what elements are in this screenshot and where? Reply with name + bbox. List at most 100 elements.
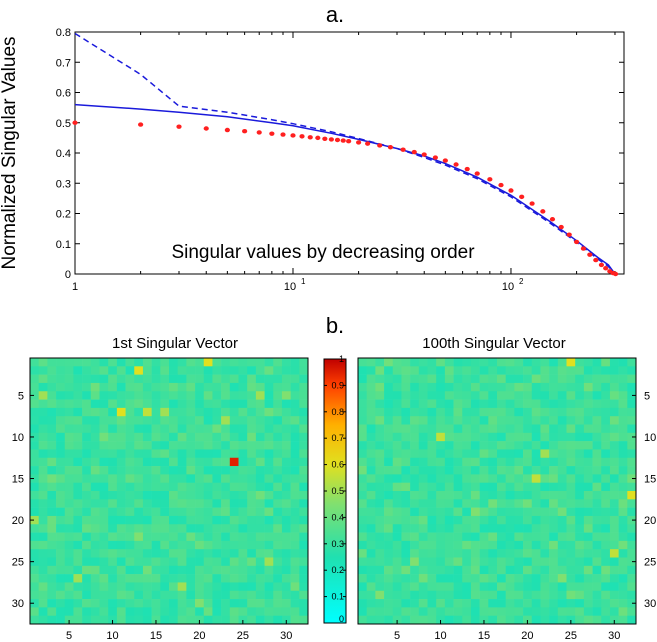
heatmap-cell bbox=[56, 424, 66, 434]
heatmap-cell bbox=[627, 599, 637, 608]
heatmap-cell bbox=[497, 466, 506, 475]
heatmap-cell bbox=[38, 424, 48, 434]
heatmap-cell bbox=[73, 540, 83, 550]
heatmap-cell bbox=[375, 574, 385, 583]
heatmap-cell bbox=[238, 524, 248, 533]
heatmap-cell bbox=[186, 449, 196, 459]
heatmap-cell bbox=[177, 407, 187, 417]
heatmap-cell bbox=[575, 432, 585, 442]
heatmap-cell bbox=[290, 416, 300, 425]
heatmap-cell bbox=[64, 574, 74, 583]
heatmap-cell bbox=[444, 399, 454, 409]
heatmap-cell bbox=[358, 391, 367, 400]
heatmap-cell bbox=[108, 549, 118, 558]
heatmap-cell bbox=[418, 449, 428, 459]
heatmap-cell bbox=[90, 482, 100, 492]
heatmap-cell bbox=[575, 491, 585, 500]
heatmap-cell bbox=[125, 432, 135, 442]
heatmap-cell bbox=[247, 557, 257, 567]
heatmap-cell bbox=[549, 515, 559, 525]
heatmap-cell bbox=[444, 607, 454, 616]
heatmap-cell bbox=[47, 507, 57, 517]
heatmap-cell bbox=[514, 499, 524, 508]
heatmap-cell bbox=[151, 391, 161, 400]
heatmap-cell bbox=[290, 399, 300, 409]
heatmap-cell bbox=[281, 424, 291, 434]
heatmap-cell bbox=[453, 582, 463, 592]
heatmap-cell bbox=[229, 391, 239, 400]
heatmap-cell bbox=[479, 574, 489, 583]
heatmap-cell bbox=[90, 491, 100, 500]
heatmap-cell bbox=[203, 449, 213, 459]
heatmap-cell bbox=[427, 466, 437, 475]
heatmap-cell bbox=[557, 607, 567, 616]
heatmap-cell bbox=[64, 366, 74, 375]
heatmap-cell bbox=[566, 482, 576, 492]
heatmap-cell bbox=[134, 382, 144, 392]
heatmap-cell bbox=[392, 474, 402, 483]
heatmap-cell bbox=[488, 416, 498, 425]
heatmap-cell bbox=[221, 582, 231, 592]
heatmap-cell bbox=[583, 466, 593, 475]
heatmap-cell bbox=[99, 499, 109, 508]
heatmap-cell bbox=[358, 524, 367, 533]
heatmap-cell bbox=[540, 374, 550, 384]
heatmap-cell bbox=[601, 549, 611, 558]
heatmap-cell bbox=[462, 424, 472, 434]
heatmap-cell bbox=[462, 366, 472, 375]
heatmap-cell bbox=[212, 366, 222, 375]
heatmap-cell bbox=[195, 507, 205, 517]
heatmap-cell bbox=[627, 582, 637, 592]
heatmap-cell bbox=[392, 449, 402, 459]
heatmap-cell bbox=[479, 457, 489, 467]
heatmap-cell bbox=[549, 399, 559, 409]
heatmap-cell bbox=[203, 491, 213, 500]
heatmap-cell bbox=[497, 432, 506, 442]
heatmap-cell bbox=[82, 457, 92, 467]
heatmap-cell bbox=[462, 491, 472, 500]
heatmap-cell bbox=[557, 382, 567, 392]
heatmap-cell bbox=[583, 391, 593, 400]
heatmap-cell bbox=[247, 474, 257, 483]
heatmap-cell bbox=[575, 366, 585, 375]
heatmap-cell bbox=[151, 574, 161, 583]
heatmap-cell bbox=[38, 491, 48, 500]
heatmap-cell bbox=[592, 449, 602, 459]
heatmap-cell bbox=[203, 358, 213, 367]
heatmap-cell bbox=[82, 507, 92, 517]
heatmap-cell bbox=[151, 499, 161, 508]
heatmap-cell bbox=[358, 582, 367, 592]
heatmap-cell bbox=[238, 532, 248, 542]
heatmap-cell bbox=[549, 499, 559, 508]
heatmap-cell bbox=[497, 449, 506, 459]
heatmap-cell bbox=[151, 557, 161, 567]
heatmap-cell bbox=[238, 582, 248, 592]
plot-annotation: Singular values by decreasing order bbox=[171, 242, 475, 263]
heatmap-cell bbox=[462, 549, 472, 558]
heatmap-cell bbox=[195, 424, 205, 434]
heatmap-cell bbox=[142, 607, 152, 616]
heatmap-cell bbox=[238, 399, 248, 409]
heatmap-cell bbox=[462, 441, 472, 450]
heatmap-cell bbox=[401, 499, 411, 508]
heatmap-cell bbox=[514, 615, 524, 625]
heatmap-cell bbox=[392, 507, 402, 517]
heatmap-cell bbox=[273, 466, 283, 475]
heatmap-cell bbox=[64, 391, 74, 400]
heatmap-cell bbox=[229, 449, 239, 459]
heatmap-cell bbox=[38, 416, 48, 425]
heatmap-cell bbox=[375, 590, 385, 600]
heatmap-cell bbox=[47, 607, 57, 616]
heatmap-cell bbox=[497, 491, 506, 500]
heatmap-cell bbox=[549, 466, 559, 475]
heatmap-cell bbox=[116, 590, 126, 600]
heatmap-cell bbox=[99, 482, 109, 492]
series-2-point bbox=[411, 149, 417, 155]
heatmap-cell bbox=[401, 607, 411, 616]
heatmap-cell bbox=[82, 590, 92, 600]
heatmap-cell bbox=[418, 399, 428, 409]
heatmap-cell bbox=[116, 599, 126, 608]
heatmap-cell bbox=[273, 457, 283, 467]
heatmap-cell bbox=[575, 482, 585, 492]
heatmap-cell bbox=[444, 615, 454, 625]
